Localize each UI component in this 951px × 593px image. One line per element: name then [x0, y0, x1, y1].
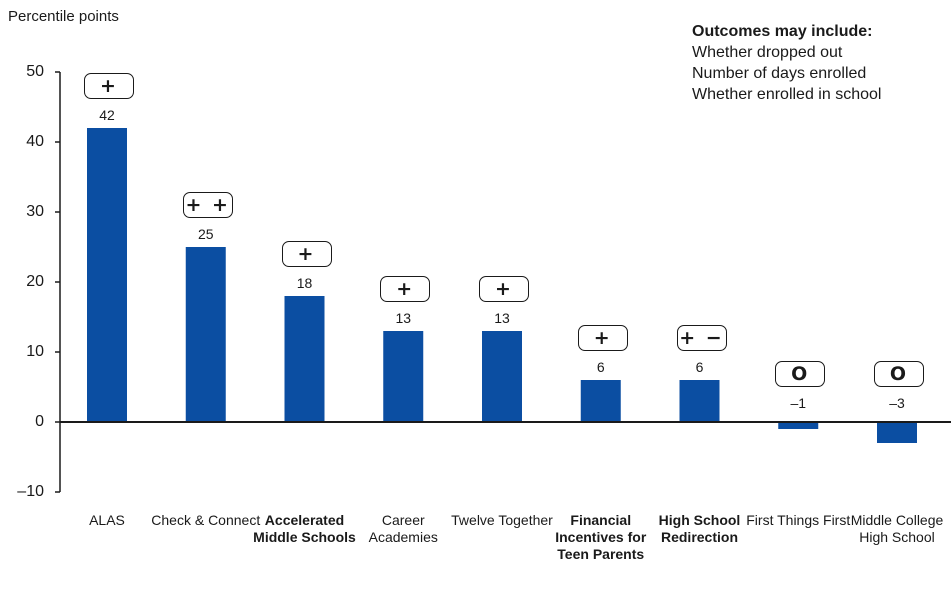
y-tick-label: 50 — [26, 63, 44, 80]
x-tick-label: First Things First — [746, 512, 851, 528]
y-tick-label: 30 — [26, 203, 44, 220]
rating-badge: + − — [676, 325, 727, 351]
data-label: 42 — [99, 107, 115, 123]
legend-item: Whether dropped out — [692, 44, 843, 61]
y-tick-label: 40 — [26, 133, 44, 150]
y-axis-label: Percentile points — [8, 8, 119, 25]
data-label: 25 — [197, 226, 214, 242]
bar — [778, 422, 819, 429]
legend-item: Whether enrolled in school — [692, 86, 882, 103]
x-tick-label: High School Redirection — [658, 512, 741, 545]
x-tick-label: ALAS — [89, 512, 125, 528]
x-tick-label: Accelerated Middle Schools — [253, 512, 356, 545]
rating-badge: + — [577, 325, 628, 351]
rating-badge: + + — [182, 192, 233, 218]
data-label: 18 — [296, 275, 313, 291]
y-tick-label: 10 — [26, 343, 44, 360]
bar — [284, 296, 325, 422]
data-label: 13 — [494, 310, 510, 326]
bar — [580, 380, 621, 422]
data-label: 6 — [695, 359, 704, 375]
rating-badge: + — [380, 276, 431, 302]
x-tick-label: Check & Connect — [151, 512, 261, 528]
data-label: –3 — [889, 395, 905, 411]
x-tick-label: Financial Incentives for Teen Parents — [555, 512, 647, 562]
x-tick-label: Career Academies — [368, 512, 438, 545]
legend-title: Outcomes may include: — [692, 23, 873, 40]
x-tick-label: Twelve Together — [451, 512, 553, 528]
y-tick-label: –10 — [17, 483, 44, 500]
data-label: 13 — [395, 310, 412, 326]
y-tick-label: 20 — [26, 273, 44, 290]
bar — [877, 422, 917, 443]
legend: Outcomes may include: Whether dropped ou… — [692, 21, 881, 105]
bar — [87, 128, 127, 422]
bar — [185, 247, 226, 422]
bar — [383, 331, 424, 422]
data-label: 6 — [596, 359, 605, 375]
rating-badge: + — [84, 73, 134, 99]
rating-badge: + — [281, 241, 332, 267]
bar — [482, 331, 522, 422]
rating-badge: + — [479, 276, 529, 302]
bar — [679, 380, 720, 422]
rating-badge: O — [874, 361, 924, 387]
legend-item: Number of days enrolled — [692, 65, 867, 82]
data-label: –1 — [790, 395, 807, 411]
y-tick-label: 0 — [35, 413, 44, 430]
x-tick-label: Middle College High School — [850, 512, 944, 545]
rating-badge: O — [775, 361, 826, 387]
